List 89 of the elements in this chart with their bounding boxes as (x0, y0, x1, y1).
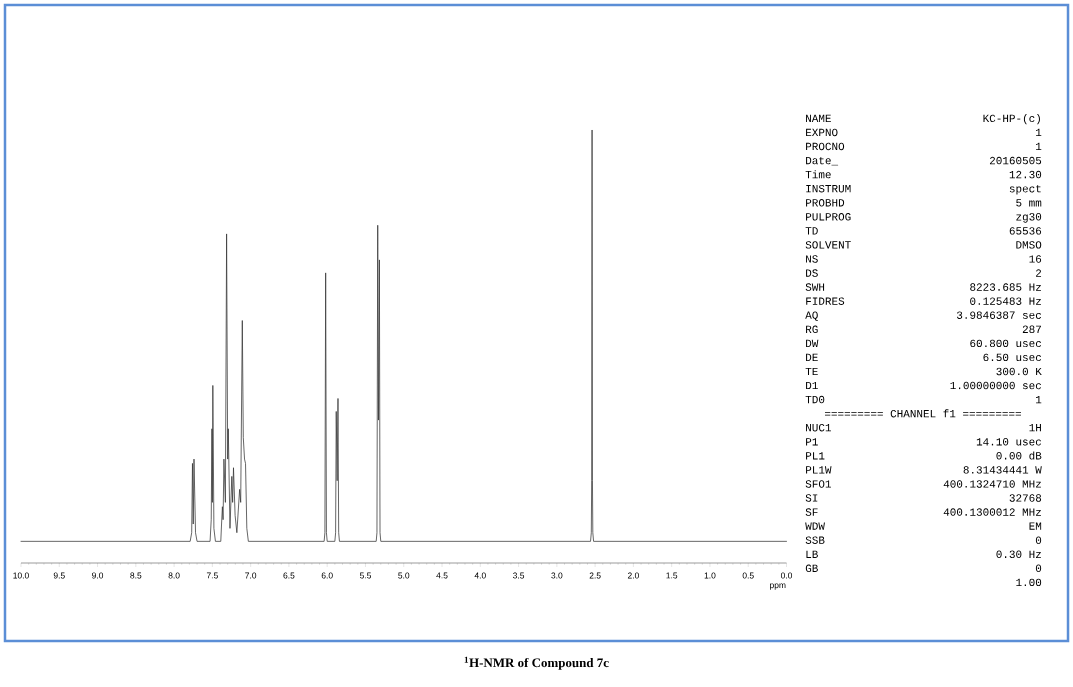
x-tick-label: 7.5 (206, 572, 218, 579)
text: EXPNO (806, 128, 838, 137)
text: 6.50 usec (983, 353, 1042, 362)
x-tick-label: 3.0 (551, 572, 563, 579)
text: 1 (1036, 142, 1042, 151)
text: 3.9846387 sec (957, 311, 1042, 319)
text: 60.800 usec (970, 339, 1042, 348)
text: RG (806, 325, 818, 333)
text: NUC1 (806, 423, 831, 432)
text: 32768 (1009, 494, 1042, 502)
text: SF (805, 508, 818, 516)
text: FIDRES (806, 297, 845, 305)
text: NAME (806, 114, 831, 122)
x-tick-label: 1.5 (666, 572, 678, 579)
text: DS (806, 269, 818, 277)
text: TE (805, 367, 818, 376)
text: 0.30 Hz (996, 550, 1041, 559)
text: 400.1324710 MHz (943, 480, 1041, 488)
text: SOLVENT (805, 241, 851, 249)
x-tick-label: 5.0 (398, 572, 410, 579)
text: PL1W (806, 466, 832, 474)
text: DE (806, 353, 818, 361)
x-tick-label: 2.5 (589, 572, 601, 579)
text: Date_ (806, 156, 839, 166)
x-tick-label: 9.0 (92, 572, 104, 579)
text: EM (1029, 522, 1042, 530)
text: 65536 (1009, 227, 1042, 235)
text: 0 (1035, 564, 1042, 573)
text: AQ (805, 311, 818, 321)
x-tick-label: 6.0 (321, 572, 333, 579)
text: PROBHD (806, 199, 845, 207)
x-tick-label: 2.0 (627, 572, 639, 579)
x-tick-label: 1.0 (704, 572, 716, 579)
text: Time (805, 170, 831, 179)
x-tick-label: 3.5 (513, 572, 525, 579)
x-tick-label: 8.5 (130, 572, 142, 579)
text: INSTRUM (806, 184, 851, 193)
text: PL1 (806, 452, 825, 460)
text: SSB (805, 536, 825, 544)
text: spect (1009, 185, 1041, 195)
x-axis-title: ppm (770, 583, 786, 590)
x-tick-label: 0.5 (742, 572, 754, 579)
text: LB (806, 550, 818, 558)
text: 400.1300012 MHz (943, 508, 1041, 516)
text: 1 (1036, 395, 1042, 404)
x-tick-label: 5.5 (359, 572, 372, 579)
text: 287 (1022, 325, 1041, 333)
text: $^{1}$H-NMR of Compound 7c (464, 656, 609, 670)
text: TD0 (805, 395, 825, 404)
x-tick-label: 7.0 (245, 572, 257, 579)
text: 1 (1036, 128, 1042, 137)
x-tick-label: 6.5 (283, 572, 295, 579)
text: ========= CHANNEL f1 ========= (824, 409, 1021, 418)
text: P1 (806, 438, 818, 446)
text: DW (806, 339, 819, 347)
text: 1H (1029, 424, 1041, 432)
text: D1 (806, 381, 818, 390)
text: WDW (805, 522, 825, 530)
text: 14.10 usec (976, 438, 1042, 446)
x-tick-label: 0.0 (780, 572, 793, 579)
text: 8.31434441 W (963, 466, 1042, 474)
text: 5 mm (1016, 199, 1042, 207)
text: 16 (1029, 255, 1042, 263)
text: zg30 (1016, 213, 1042, 223)
text: 1.00 (1016, 578, 1042, 587)
text: TD (805, 227, 818, 235)
text: 1.00000000 sec (950, 381, 1041, 390)
text: DMSO (1016, 241, 1042, 249)
text: NS (806, 255, 818, 263)
text: SWH (805, 283, 825, 291)
text: PULPROG (806, 213, 851, 221)
text: 300.0 K (996, 367, 1042, 376)
text: GB (805, 564, 818, 573)
text: 2 (1036, 269, 1042, 277)
x-tick-label: 4.5 (436, 572, 448, 579)
text: SI (805, 494, 818, 502)
text: PROCNO (806, 142, 845, 151)
text: 0 (1035, 536, 1042, 544)
x-tick-label: 10.0 (13, 572, 29, 579)
text: KC-HP-(c) (983, 114, 1040, 125)
x-tick-label: 8.0 (168, 572, 180, 579)
x-tick-label: 4.0 (474, 572, 486, 579)
text: SFO1 (805, 480, 831, 488)
text: 8223.685 Hz (970, 283, 1041, 291)
x-tick-label: 9.5 (53, 572, 65, 579)
text: 0.125483 Hz (970, 297, 1041, 305)
text: 0.00 dB (996, 451, 1042, 460)
text: 20160505 (989, 156, 1042, 165)
text: 12.30 (1009, 170, 1042, 179)
